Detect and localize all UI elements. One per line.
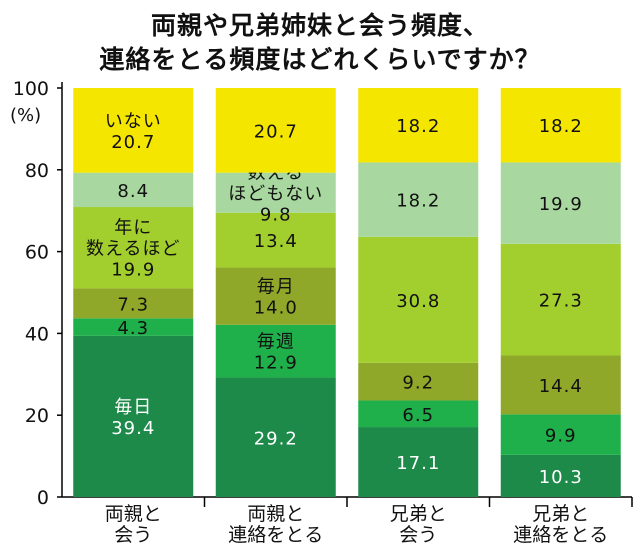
chart-title-line-1: 両親や兄弟姉妹と会う頻度、 — [150, 11, 489, 40]
category-label-0-l0: 両親と — [105, 503, 162, 525]
y-tick-label-0: 0 — [37, 487, 49, 509]
y-axis-unit-label: (%) — [10, 105, 41, 126]
category-label-1-l1: 連絡をとる — [228, 524, 323, 546]
segment-label-c3-s1-l0: 9.9 — [545, 426, 577, 447]
segment-label-c1-s5-l0: 20.7 — [254, 121, 298, 142]
segment-label-c3-s0-l0: 10.3 — [539, 467, 583, 488]
y-tick-label-20: 20 — [25, 405, 49, 427]
category-label-1-l0: 両親と — [247, 503, 304, 525]
segment-label-c0-s3-l2: 19.9 — [111, 260, 155, 281]
bar-segment-c1-s2 — [215, 267, 336, 325]
chart-title-line-2: 連絡をとる頻度はどれくらいですか？ — [99, 45, 541, 74]
segment-label-c3-s3-l0: 27.3 — [539, 291, 583, 312]
segment-label-c0-s0-l0: 毎日 — [114, 397, 152, 418]
category-label-2-l0: 兄弟と — [390, 503, 447, 525]
segment-label-c0-s5-l0: いない — [105, 111, 162, 132]
bar-segment-c2-s4 — [358, 162, 479, 237]
category-label-3-l1: 連絡をとる — [513, 524, 608, 546]
bar-segment-c3-s0 — [500, 454, 621, 497]
segment-label-c2-s0-l0: 17.1 — [396, 453, 440, 474]
bar-segment-c3-s1 — [500, 414, 621, 455]
segment-label-c0-s3-l1: 数えるほど — [86, 239, 180, 260]
segment-label-c1-s1-l1: 12.9 — [254, 353, 298, 374]
segment-label-c1-s4-l1: ほどもない — [228, 184, 323, 205]
bar-segment-c3-s2 — [500, 355, 621, 415]
bar-segment-c3-s4 — [500, 162, 621, 244]
segment-label-c0-s0-l1: 39.4 — [111, 418, 155, 439]
segment-label-c1-s0-l0: 29.2 — [254, 428, 298, 449]
segment-label-c0-s3-l0: 年に — [114, 218, 152, 239]
y-tick-label-60: 60 — [25, 242, 49, 264]
bar-segment-c3-s3 — [500, 243, 621, 356]
segment-label-c2-s5-l0: 18.2 — [396, 116, 440, 137]
bar-segment-c2-s5 — [358, 88, 479, 163]
segment-label-c0-s4-l0: 8.4 — [117, 181, 149, 202]
bar-segment-c2-s3 — [358, 236, 479, 363]
segment-label-c2-s2-l0: 9.2 — [402, 373, 434, 394]
y-tick-label-100: 100 — [13, 78, 49, 100]
segment-label-c0-s1-l0: 4.3 — [117, 318, 149, 339]
segment-label-c1-s1-l0: 毎週 — [257, 332, 295, 353]
category-label-0-l1: 会う — [114, 524, 152, 546]
bar-segment-c2-s2 — [358, 362, 479, 401]
bar-segment-c0-s5 — [73, 88, 194, 173]
segment-label-c1-s2-l0: 毎月 — [257, 277, 295, 298]
segment-label-c3-s5-l0: 18.2 — [539, 116, 583, 137]
y-tick-label-40: 40 — [25, 323, 49, 345]
segment-label-c1-s3-l0: 13.4 — [254, 231, 298, 252]
bar-segment-c0-s1 — [73, 318, 194, 336]
segment-label-c0-s5-l1: 20.7 — [111, 132, 155, 153]
category-label-2-l1: 会う — [399, 524, 437, 546]
segment-label-c2-s3-l0: 30.8 — [396, 291, 440, 312]
bar-segment-c1-s5 — [215, 88, 336, 173]
segment-label-c2-s4-l0: 18.2 — [396, 191, 440, 212]
segment-label-c0-s2-l0: 7.3 — [117, 294, 149, 315]
bar-segment-c0-s4 — [73, 172, 194, 208]
bar-segment-c1-s4 — [215, 172, 336, 213]
bar-segment-c1-s0 — [215, 377, 336, 497]
segment-label-c1-s4-l2: 9.8 — [260, 205, 292, 226]
bar-segment-c0-s3 — [73, 207, 194, 289]
bar-segment-c1-s1 — [215, 324, 336, 378]
segment-label-c3-s4-l0: 19.9 — [539, 194, 583, 215]
bar-segment-c2-s0 — [358, 427, 479, 497]
bar-segment-c0-s2 — [73, 288, 194, 319]
bar-segment-c1-s3 — [215, 212, 336, 268]
y-tick-label-80: 80 — [25, 160, 49, 182]
bar-segment-c3-s5 — [500, 88, 621, 163]
segment-label-c3-s2-l0: 14.4 — [539, 376, 583, 397]
segment-label-c2-s1-l0: 6.5 — [402, 405, 434, 426]
bar-segment-c2-s1 — [358, 400, 479, 428]
bar-segment-c0-s0 — [73, 335, 194, 497]
segment-label-c1-s2-l1: 14.0 — [254, 298, 298, 319]
category-label-3-l0: 兄弟と — [532, 503, 589, 525]
